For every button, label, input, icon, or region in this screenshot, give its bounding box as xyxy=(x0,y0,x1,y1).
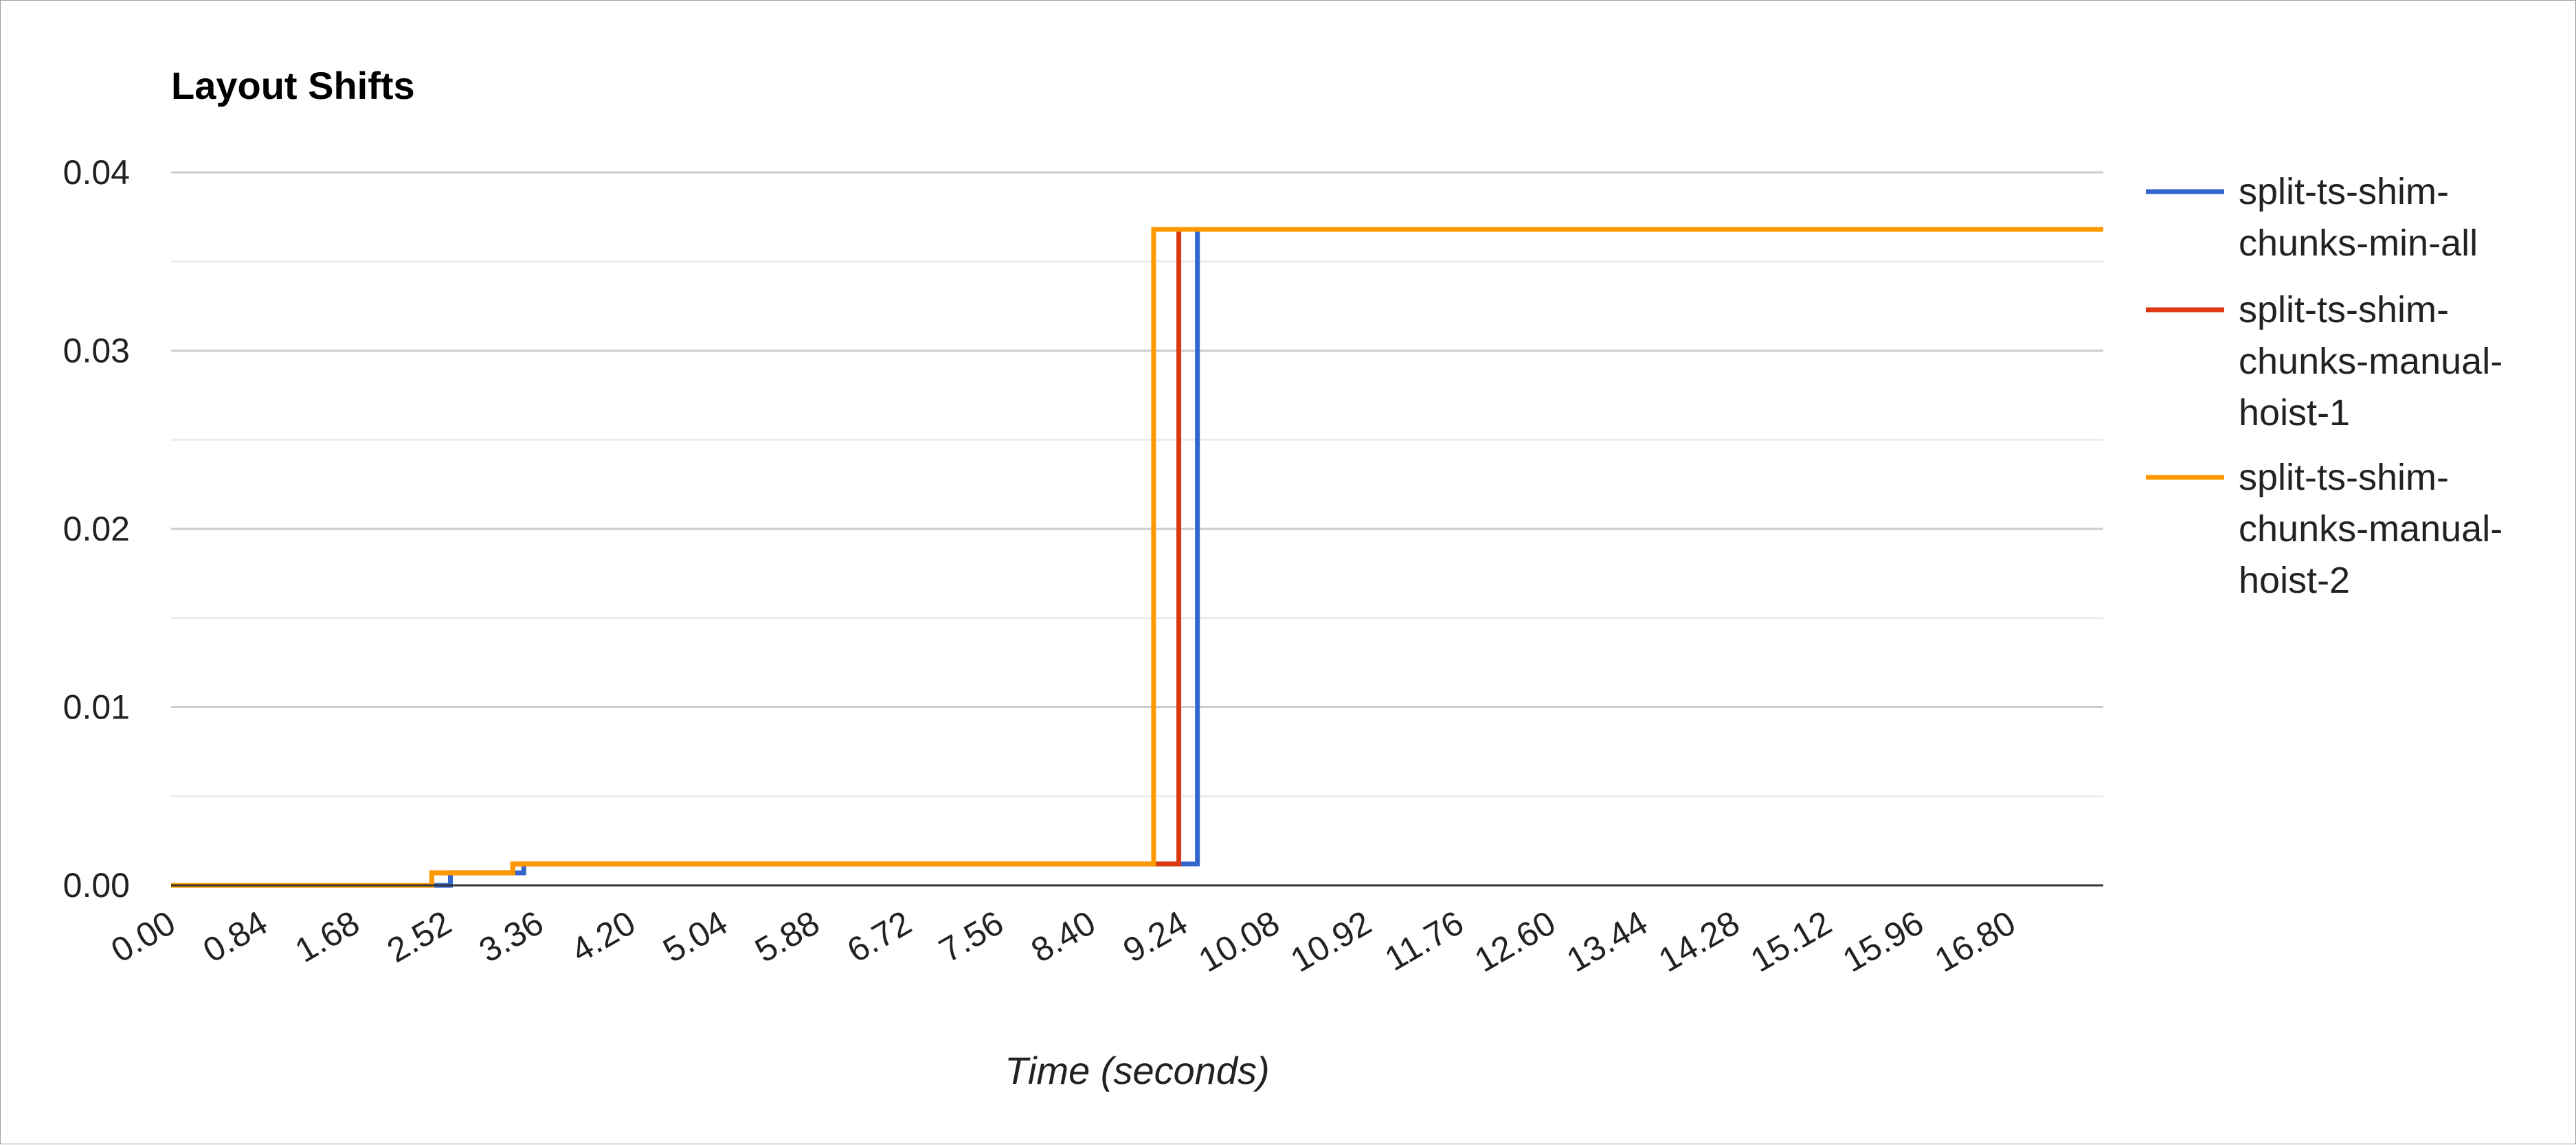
y-tick-label: 0.01 xyxy=(63,688,130,727)
series-lines xyxy=(171,227,2103,888)
gridlines xyxy=(171,171,2103,797)
x-tick-label: 15.12 xyxy=(1744,903,1837,979)
series-line-3 xyxy=(171,227,2103,888)
x-tick-label: 1.68 xyxy=(289,903,366,970)
x-axis-title: Time (seconds) xyxy=(1005,1049,1269,1092)
x-tick-label: 6.72 xyxy=(840,903,917,970)
y-tick-label: 0.04 xyxy=(63,153,130,192)
x-tick-label: 11.76 xyxy=(1378,903,1470,978)
legend-item: split-ts-shim-chunks-min-all xyxy=(2146,171,2478,264)
x-tick-label: 8.40 xyxy=(1024,903,1101,970)
legend-item: split-ts-shim-chunks-manual-hoist-1 xyxy=(2146,289,2502,433)
x-tick-label: 16.80 xyxy=(1928,903,2021,979)
y-tick-label: 0.02 xyxy=(63,510,130,548)
legend-label-line: chunks-manual- xyxy=(2239,508,2502,549)
legend-label-line: split-ts-shim- xyxy=(2239,289,2449,330)
x-tick-label: 7.56 xyxy=(932,903,1009,970)
x-tick-label: 12.60 xyxy=(1468,903,1562,979)
x-tick-label: 4.20 xyxy=(565,903,642,970)
x-tick-label: 0.00 xyxy=(104,903,181,970)
legend-label-line: chunks-min-all xyxy=(2239,223,2478,264)
legend-label-line: split-ts-shim- xyxy=(2239,457,2449,498)
x-tick-label: 10.92 xyxy=(1284,903,1378,979)
x-tick-label: 2.52 xyxy=(381,903,458,970)
y-axis-tick-labels: 0.00 0.01 0.02 0.03 0.04 xyxy=(63,153,130,905)
x-tick-label: 13.44 xyxy=(1560,903,1654,979)
x-tick-label: 14.28 xyxy=(1653,903,1746,979)
legend-label-line: hoist-1 xyxy=(2239,392,2350,433)
legend-label-line: hoist-2 xyxy=(2239,560,2350,601)
x-tick-label: 9.24 xyxy=(1117,903,1194,970)
x-tick-label: 15.96 xyxy=(1836,903,1929,979)
legend-item: split-ts-shim-chunks-manual-hoist-2 xyxy=(2146,457,2502,601)
y-tick-label: 0.00 xyxy=(63,866,130,905)
series-line-2 xyxy=(171,227,2103,888)
series-line-1 xyxy=(171,227,2103,888)
x-tick-label: 0.84 xyxy=(197,903,273,970)
legend-label-line: chunks-manual- xyxy=(2239,341,2502,382)
x-tick-label: 5.04 xyxy=(657,903,734,970)
x-tick-label: 5.88 xyxy=(749,903,826,970)
chart-title: Layout Shifts xyxy=(171,64,415,107)
x-axis-tick-labels: 0.00 0.84 1.68 2.52 3.36 4.20 5.04 5.88 6.72 7.56… xyxy=(104,903,2021,979)
legend-label-line: split-ts-shim- xyxy=(2239,171,2449,212)
x-tick-label: 3.36 xyxy=(473,903,550,970)
legend: split-ts-shim-chunks-min-allsplit-ts-shi… xyxy=(2146,171,2502,601)
y-tick-label: 0.03 xyxy=(63,332,130,370)
x-tick-label: 10.08 xyxy=(1192,903,1286,979)
